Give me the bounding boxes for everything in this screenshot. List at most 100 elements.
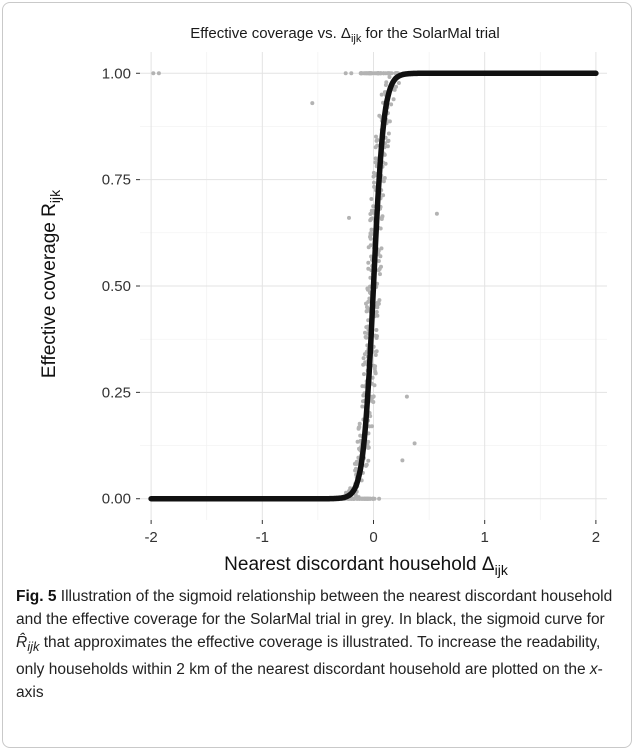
data-point	[373, 156, 378, 161]
data-point	[375, 313, 380, 318]
caption-symbol: R̂	[16, 634, 28, 651]
data-point	[379, 92, 384, 97]
data-point	[358, 433, 363, 438]
y-tick-label: 1.00	[102, 65, 131, 82]
caption-symbol-subscript: ijk	[27, 639, 40, 655]
x-tick-label: 2	[592, 529, 600, 546]
sigmoid-curve	[148, 70, 599, 502]
data-point	[373, 145, 378, 150]
data-point	[379, 264, 383, 269]
data-point	[379, 217, 384, 221]
data-point	[376, 71, 381, 76]
data-point	[366, 260, 371, 265]
data-point	[360, 404, 365, 409]
data-point	[365, 305, 369, 310]
data-point	[385, 71, 390, 76]
x-tick-label: 1	[481, 529, 489, 546]
data-point	[381, 71, 386, 76]
data-point	[382, 176, 387, 180]
data-point	[371, 400, 376, 404]
data-point	[368, 212, 373, 216]
scatter-chart: Effective coverage vs. Δijk for the Sola…	[39, 25, 607, 578]
data-point	[371, 394, 376, 399]
data-point	[362, 372, 366, 377]
figure-caption: Fig. 5 Illustration of the sigmoid relat…	[16, 585, 616, 704]
data-point	[377, 496, 382, 501]
data-point	[381, 179, 386, 184]
data-point	[357, 446, 361, 451]
data-point	[394, 84, 398, 89]
data-point	[368, 414, 373, 419]
caption-axis-word: x	[589, 661, 598, 679]
data-point	[372, 184, 377, 189]
data-point	[374, 134, 378, 139]
data-point	[360, 384, 365, 389]
data-point	[371, 204, 376, 209]
data-point	[364, 309, 369, 313]
data-point	[366, 458, 371, 463]
x-tick-label: 0	[369, 529, 377, 546]
data-point	[367, 424, 372, 429]
y-tick-label: 0.00	[102, 491, 131, 508]
data-point	[377, 113, 382, 118]
data-point	[343, 71, 348, 76]
data-point	[385, 144, 390, 149]
data-point	[368, 71, 373, 76]
data-point	[361, 399, 365, 404]
data-point	[412, 441, 417, 446]
data-point	[374, 349, 379, 354]
data-point	[353, 468, 358, 473]
data-point	[404, 394, 409, 399]
data-point	[369, 197, 374, 201]
data-point	[434, 211, 439, 216]
x-tick-label: -1	[256, 529, 269, 546]
data-point	[349, 71, 354, 76]
data-point	[361, 393, 366, 398]
data-point	[381, 193, 386, 198]
data-point	[365, 287, 370, 292]
caption-text-2: that approximates the effective coverage…	[16, 634, 601, 679]
chart-title: Effective coverage vs. Δijk for the Sola…	[190, 25, 499, 45]
data-point	[385, 139, 390, 144]
caption-text-1: Illustration of the sigmoid relationship…	[16, 588, 613, 628]
data-point	[374, 328, 379, 332]
data-point	[378, 272, 382, 277]
y-axis-label: Effective coverage Rijk	[39, 189, 63, 378]
data-point	[368, 236, 373, 241]
data-point	[389, 102, 394, 107]
data-point	[359, 71, 364, 76]
data-point	[355, 439, 360, 444]
data-point	[357, 421, 362, 426]
data-point	[373, 353, 378, 357]
data-point	[362, 352, 367, 357]
caption-text-3: -axis	[16, 661, 603, 702]
data-point	[379, 246, 384, 251]
data-point	[386, 131, 391, 136]
data-point	[366, 439, 371, 444]
data-point	[366, 245, 371, 250]
data-point	[366, 445, 370, 450]
data-point	[387, 119, 392, 124]
data-point	[373, 371, 378, 376]
data-point	[366, 266, 371, 271]
data-point	[151, 71, 156, 76]
x-tick-label: -2	[144, 529, 157, 546]
data-point	[387, 75, 392, 79]
data-point	[347, 215, 351, 220]
data-point	[362, 496, 367, 501]
data-point	[156, 71, 161, 76]
data-point	[396, 81, 401, 85]
data-point	[374, 138, 379, 143]
data-point	[375, 300, 380, 305]
data-point	[353, 493, 358, 498]
data-point	[372, 383, 377, 388]
data-point	[364, 335, 369, 340]
data-point	[359, 496, 364, 501]
data-point	[361, 356, 366, 361]
data-point	[364, 71, 369, 76]
data-point	[310, 101, 315, 106]
data-point	[373, 333, 377, 338]
data-point	[364, 463, 368, 468]
y-tick-label: 0.50	[102, 278, 131, 295]
data-point	[375, 305, 380, 310]
